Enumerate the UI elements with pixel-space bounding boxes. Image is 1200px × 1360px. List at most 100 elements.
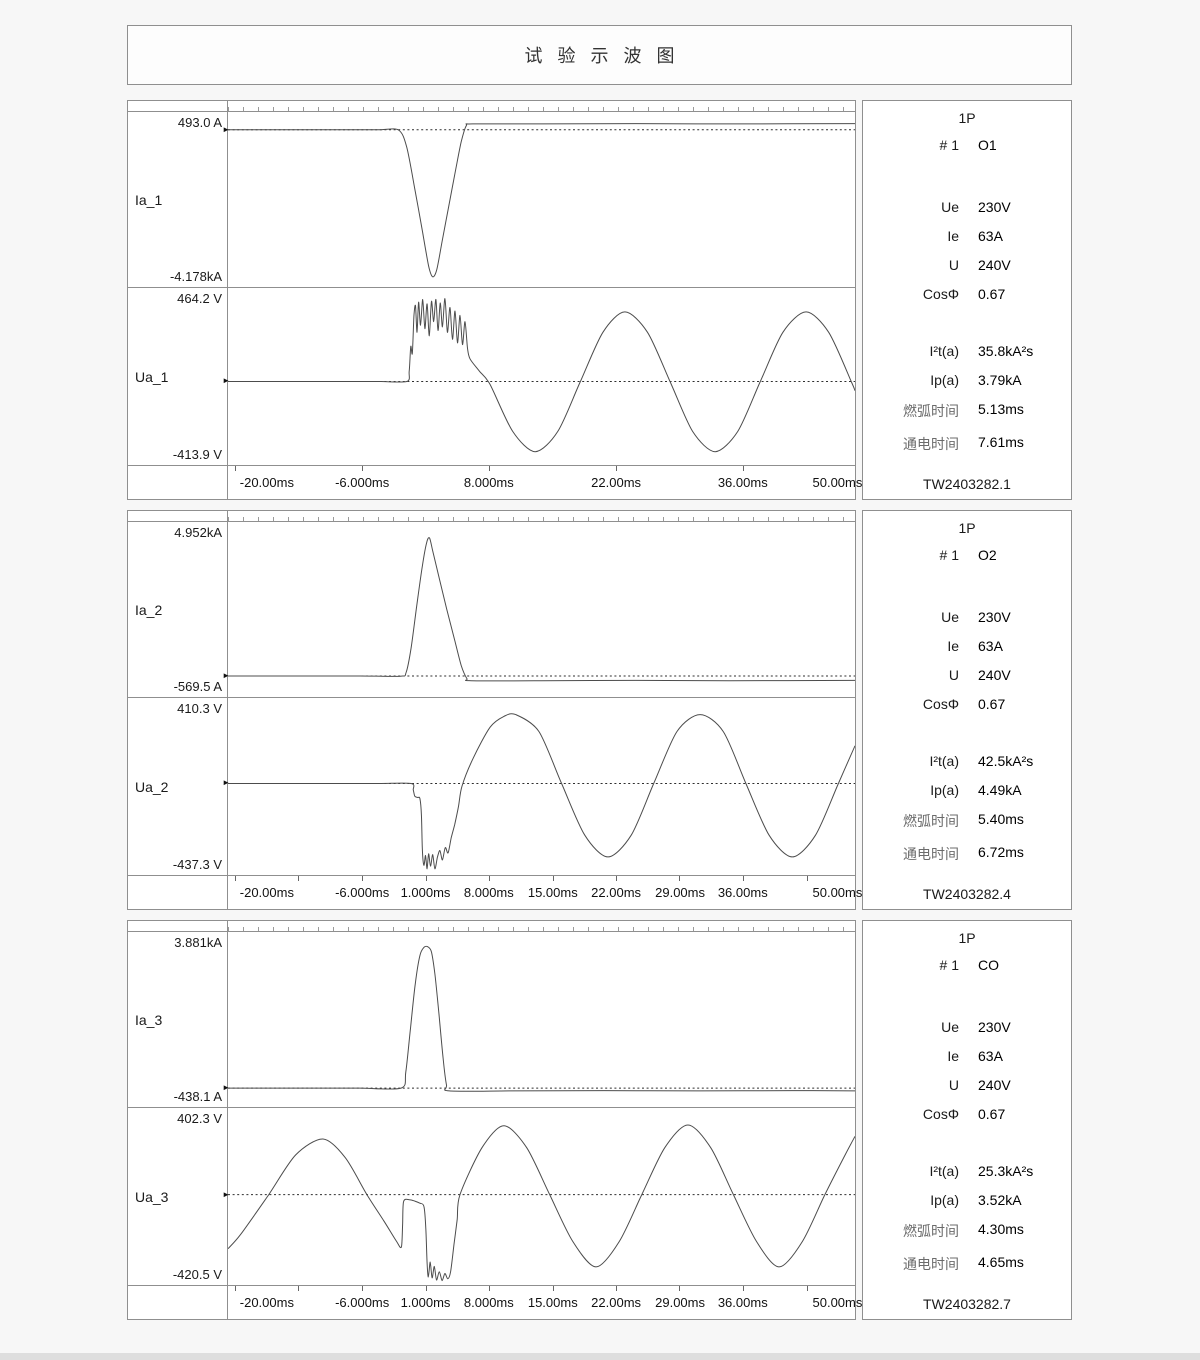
- top-strip-ticks: [228, 101, 855, 112]
- axis-tick: [298, 1286, 300, 1291]
- axis-tick-label: 1.000ms: [400, 1295, 451, 1310]
- channel-label: Ia_1: [135, 191, 163, 208]
- time-axis: -20.00ms -6.000ms 1.000ms 8.000ms 15.00ms 22.…: [228, 876, 862, 909]
- y-max-label: 402.3 V: [177, 1111, 222, 1126]
- result-value: 25.3kA²s: [978, 1163, 1034, 1179]
- axis-tick-label: -6.000ms: [335, 885, 390, 900]
- waveform-trace: [228, 1124, 855, 1282]
- param-row: Ie 63A: [863, 1048, 1071, 1064]
- chart-area-2: 4.952kA Ia_2 -569.5 A ► 410.3 V Ua_2 -43…: [127, 510, 862, 910]
- result-key-conducting-time: 通电时间: [903, 846, 959, 862]
- param-value: 0.67: [978, 696, 1006, 712]
- axis-corner-cell: [128, 466, 228, 499]
- minor-tick-row: [228, 107, 855, 111]
- result-key: Ip(a): [930, 1192, 959, 1208]
- result-row: 燃弧时间 5.13ms: [863, 401, 1071, 421]
- phase-label: 1P: [958, 110, 976, 126]
- param-key: CosΦ: [922, 286, 959, 302]
- y-min-label: -4.178kA: [169, 269, 222, 284]
- axis-tick: [425, 876, 427, 881]
- zero-arrow-icon: ►: [222, 671, 230, 680]
- result-key: Ip(a): [930, 782, 959, 798]
- result-value: 4.65ms: [978, 1254, 1024, 1270]
- axis-tick: [234, 466, 236, 471]
- axis-tick: [742, 1286, 744, 1291]
- top-strip: [128, 101, 228, 112]
- oscillogram-panel-1: 493.0 A Ia_1 -4.178kA ► 464.2 V Ua_1 -41…: [127, 100, 1072, 500]
- result-value: 3.79kA: [978, 372, 1022, 388]
- page-title: 试验示波图: [524, 46, 690, 66]
- result-key-conducting-time: 通电时间: [903, 1256, 959, 1272]
- waveform-trace: [228, 537, 855, 682]
- param-value: 0.67: [978, 286, 1006, 302]
- param-row: Ie 63A: [863, 228, 1071, 244]
- zero-arrow-icon: ►: [222, 1189, 230, 1199]
- axis-tick: [679, 1286, 681, 1291]
- param-row: CosΦ 0.67: [863, 1106, 1071, 1122]
- param-key: Ue: [941, 1019, 959, 1035]
- axis-tick: [616, 466, 618, 471]
- axis-tick: [616, 876, 618, 881]
- channel-label: Ua_2: [135, 778, 169, 795]
- result-row: Ip(a) 3.79kA: [863, 372, 1071, 388]
- result-value: 6.72ms: [978, 844, 1024, 860]
- axis-tick: [616, 1286, 618, 1291]
- current-plot: [228, 932, 855, 1108]
- axis-tick-label: 8.000ms: [463, 1295, 514, 1310]
- voltage-label-cell: 402.3 V Ua_3 -420.5 V ►: [128, 1108, 230, 1286]
- axis-tick: [742, 466, 744, 471]
- result-row: 燃弧时间 4.30ms: [863, 1221, 1071, 1241]
- axis-tick-label: 29.00ms: [655, 885, 705, 900]
- oscillogram-panel-3: 3.881kA Ia_3 -438.1 A ► 402.3 V Ua_3 -42…: [127, 920, 1072, 1320]
- axis-tick: [488, 1286, 490, 1291]
- axis-tick: [425, 1286, 427, 1291]
- operation-label: O2: [978, 547, 997, 563]
- oscillogram-panel-2: 4.952kA Ia_2 -569.5 A ► 410.3 V Ua_2 -43…: [127, 510, 1072, 910]
- result-key-conducting-time: 通电时间: [903, 436, 959, 452]
- axis-tick-label: 29.00ms: [655, 1295, 705, 1310]
- axis-tick-label: 50.00ms: [812, 885, 863, 900]
- axis-tick-label: 1.000ms: [400, 885, 451, 900]
- time-axis: -20.00ms -6.000ms 1.000ms 8.000ms 15.00ms 22.…: [228, 1286, 862, 1319]
- sample-number-label: # 1: [939, 957, 959, 973]
- result-value: 4.49kA: [978, 782, 1022, 798]
- axis-corner-cell: [128, 1286, 228, 1319]
- param-key: CosΦ: [922, 1106, 959, 1122]
- voltage-label-cell: 464.2 V Ua_1 -413.9 V ►: [128, 288, 230, 466]
- param-key: Ie: [947, 1048, 959, 1064]
- axis-tick-label: -6.000ms: [335, 1295, 390, 1310]
- result-row: Ip(a) 4.49kA: [863, 782, 1071, 798]
- param-value: 63A: [978, 1048, 1003, 1064]
- top-strip-ticks: [228, 511, 855, 522]
- current-plot: [228, 112, 855, 288]
- result-row: 通电时间 4.65ms: [863, 1254, 1071, 1274]
- param-value: 240V: [978, 667, 1011, 683]
- voltage-plot: [228, 698, 855, 876]
- y-min-label: -413.9 V: [172, 447, 222, 462]
- result-value: 4.30ms: [978, 1221, 1024, 1237]
- axis-tick-label: 36.00ms: [717, 475, 768, 490]
- y-max-label: 3.881kA: [174, 935, 222, 950]
- report-id: TW2403282.1: [923, 476, 1011, 492]
- result-key: I²t(a): [929, 1163, 959, 1179]
- axis-tick: [362, 876, 364, 881]
- param-value: 63A: [978, 638, 1003, 654]
- axis-tick-label: -20.00ms: [239, 1295, 294, 1310]
- zero-arrow-icon: ►: [222, 376, 230, 386]
- result-value: 35.8kA²s: [978, 343, 1034, 359]
- voltage-label-cell: 410.3 V Ua_2 -437.3 V ►: [128, 698, 230, 876]
- param-key: U: [948, 667, 959, 683]
- result-value: 5.13ms: [978, 401, 1024, 417]
- param-key: U: [948, 1077, 959, 1093]
- channel-label: Ua_3: [135, 1188, 169, 1205]
- result-row: 燃弧时间 5.40ms: [863, 811, 1071, 831]
- top-strip: [128, 511, 228, 522]
- param-row: CosΦ 0.67: [863, 286, 1071, 302]
- axis-tick: [488, 876, 490, 881]
- result-row: 通电时间 6.72ms: [863, 844, 1071, 864]
- sample-row: # 1 O1: [863, 137, 1071, 153]
- axis-tick-label: -6.000ms: [335, 475, 390, 490]
- axis-tick-label: 8.000ms: [463, 885, 514, 900]
- axis-tick-label: 36.00ms: [717, 1295, 768, 1310]
